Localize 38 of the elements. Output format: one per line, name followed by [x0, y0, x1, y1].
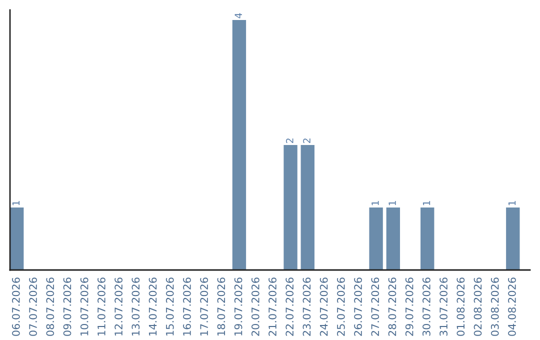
x-tick-label: 17.07.2026 [200, 278, 208, 336]
x-tick-label: 23.07.2026 [302, 278, 311, 336]
x-tick-label: 08.07.2026 [46, 278, 54, 336]
x-tick-label: 01.08.2026 [456, 278, 465, 336]
x-tick-label: 24.07.2026 [320, 278, 328, 336]
x-tick-label: 06.07.2026 [12, 278, 20, 336]
x-tick-label: 12.07.2026 [114, 278, 122, 336]
x-tick-label: 18.07.2026 [217, 278, 226, 336]
x-tick-label: 07.07.2026 [29, 278, 37, 336]
x-tick-label: 30.07.2026 [422, 278, 430, 336]
x-tick-label: 11.07.2026 [98, 278, 106, 336]
x-tick-label: 31.07.2026 [440, 278, 448, 336]
x-tick-label: 15.07.2026 [166, 278, 174, 336]
x-tick-label: 20.07.2026 [251, 278, 260, 336]
x-tick-label: 26.07.2026 [354, 278, 362, 336]
x-tick-label: 03.08.2026 [490, 278, 499, 336]
data-label: 2 [303, 138, 310, 144]
x-tick-label: 02.08.2026 [474, 278, 482, 336]
x-tick-label: 22.07.2026 [286, 278, 294, 336]
data-label: 1 [508, 200, 516, 206]
x-tick-label: 28.07.2026 [388, 278, 396, 336]
data-label: 1 [372, 200, 379, 206]
x-tick-label: 27.07.2026 [371, 278, 380, 336]
x-tick-label: 13.07.2026 [132, 278, 140, 336]
x-tick-label: 10.07.2026 [80, 278, 88, 336]
data-label: 1 [12, 200, 20, 206]
data-label: 1 [388, 200, 396, 206]
x-tick-label: 16.07.2026 [183, 278, 191, 336]
x-tick-label: 14.07.2026 [148, 278, 157, 336]
x-tick-label: 25.07.2026 [336, 278, 345, 336]
data-label: 1 [422, 200, 430, 206]
data-label: 4 [234, 13, 242, 18]
data-label: 2 [286, 138, 294, 144]
x-tick-label: 19.07.2026 [234, 278, 242, 336]
x-tick-label: 04.08.2026 [508, 278, 516, 336]
x-tick-label: 29.07.2026 [405, 278, 414, 336]
x-tick-label: 21.07.2026 [268, 278, 276, 336]
x-tick-label: 09.07.2026 [63, 278, 72, 336]
